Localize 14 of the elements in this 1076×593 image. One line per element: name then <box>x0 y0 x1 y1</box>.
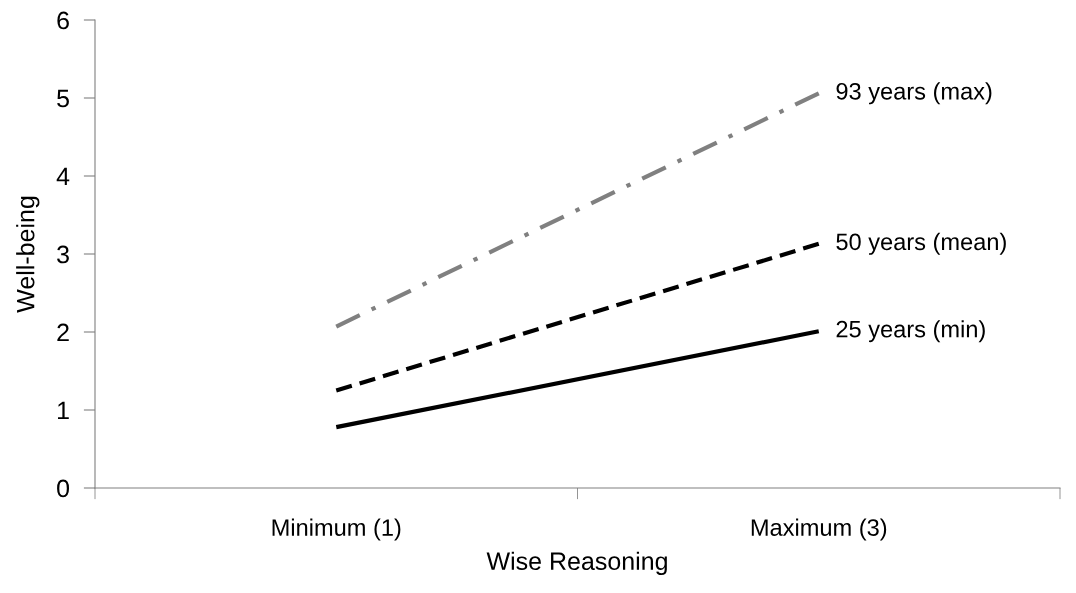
series-label: 50 years (mean) <box>836 232 1006 255</box>
y-tick-label: 5 <box>57 89 69 108</box>
series-label: 93 years (max) <box>836 82 992 105</box>
y-axis-title: Well-being <box>16 196 40 313</box>
y-tick-label: 1 <box>58 401 69 420</box>
series-label: 25 years (min) <box>836 320 985 343</box>
y-tick-label: 6 <box>57 11 69 30</box>
y-tick-label: 4 <box>56 167 70 186</box>
y-tick-label: 3 <box>57 245 69 264</box>
y-tick-label: 0 <box>57 479 70 498</box>
y-tick-label: 2 <box>57 323 69 342</box>
x-axis-title: Wise Reasoning <box>486 551 667 575</box>
x-tick-label: Minimum (1) <box>272 518 401 541</box>
x-tick-label: Maximum (3) <box>751 518 887 541</box>
